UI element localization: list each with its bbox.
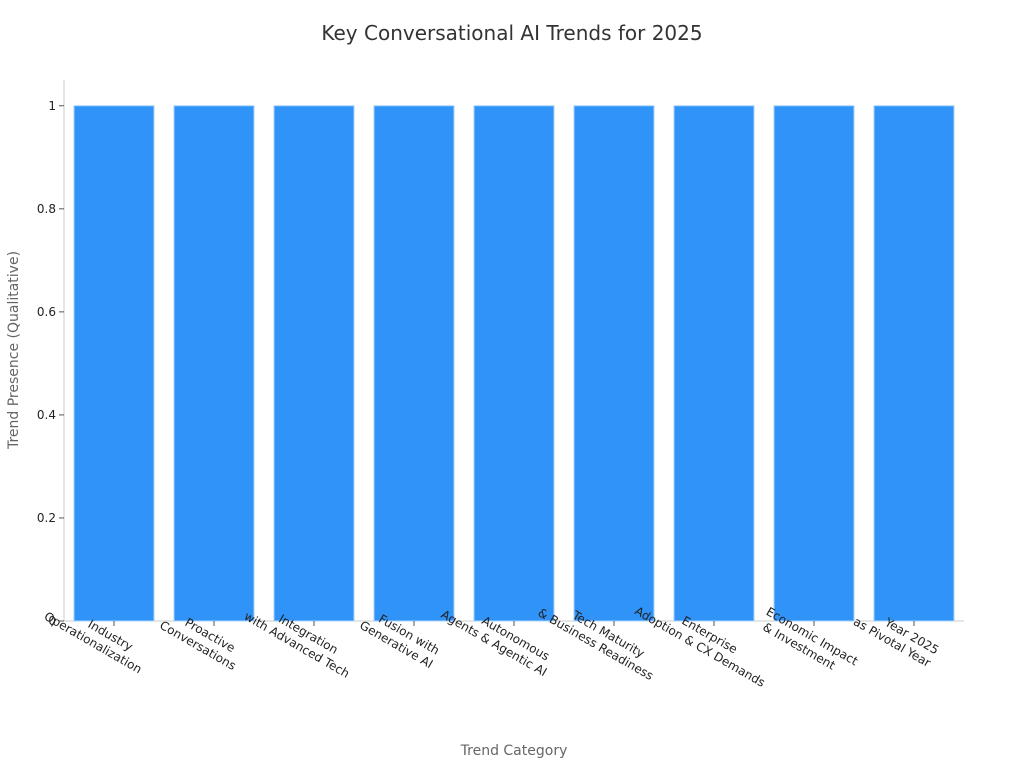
y-tick-label: 1 [48, 99, 56, 113]
bar [773, 105, 855, 622]
bar [873, 105, 955, 622]
y-tick-label: 0.8 [37, 202, 56, 216]
bar [73, 105, 155, 622]
y-tick-label: 0.6 [37, 305, 56, 319]
y-tick-label: 0.2 [37, 511, 56, 525]
bar [273, 105, 355, 622]
y-tick-label: 0 [48, 614, 56, 628]
bar [373, 105, 455, 622]
chart-title: Key Conversational AI Trends for 2025 [321, 21, 702, 45]
bar [573, 105, 655, 622]
y-axis-label: Trend Presence (Qualitative) [6, 251, 22, 450]
bar [173, 105, 255, 622]
plot-area: 00.20.40.60.81IndustryOperationalization… [37, 80, 964, 690]
bar [673, 105, 755, 622]
bar [473, 105, 555, 622]
x-axis-label: Trend Category [460, 743, 568, 759]
y-tick-label: 0.4 [37, 408, 56, 422]
